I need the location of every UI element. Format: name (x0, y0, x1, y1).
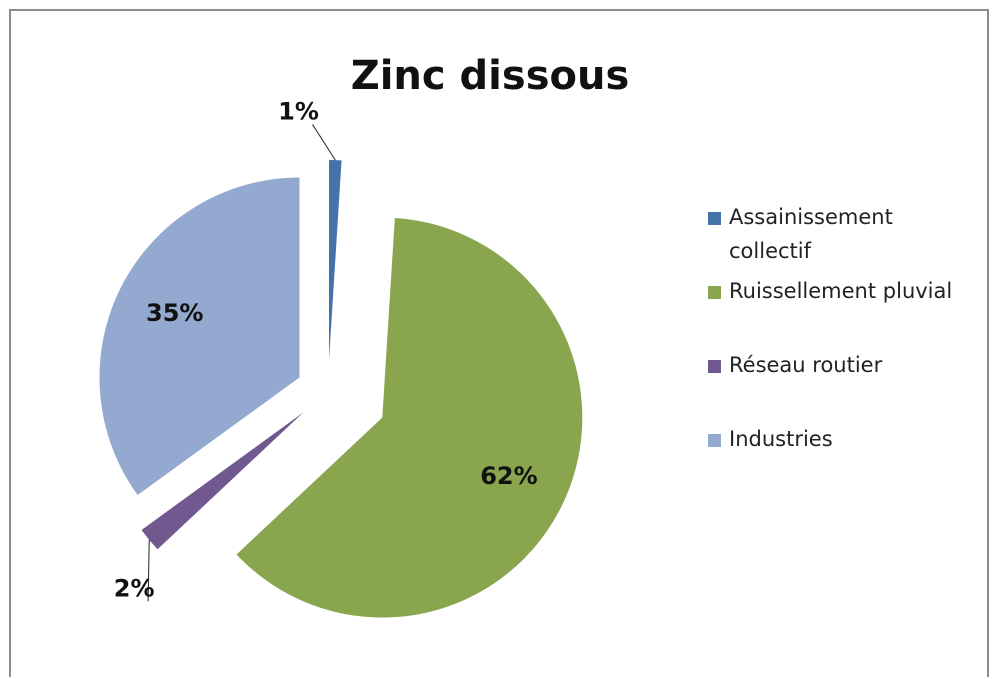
data-label: 62% (480, 462, 537, 490)
legend-label: Industries (729, 427, 833, 451)
legend-label: Assainissement collectif (729, 205, 893, 263)
legend-entry: Ruissellement pluvial (708, 279, 983, 353)
chart-title: Zinc dissous (351, 53, 630, 99)
legend-entry: Industries (708, 427, 983, 501)
pie-slice (141, 412, 304, 550)
legend-swatch (708, 360, 721, 373)
leader-line (312, 124, 336, 161)
pie-slice (329, 160, 342, 361)
legend-label: Réseau routier (729, 353, 883, 377)
legend-label: Ruissellement pluvial (729, 279, 953, 303)
pie-slice (236, 217, 583, 618)
chart-frame (9, 9, 989, 677)
legend-swatch (708, 434, 721, 447)
legend-entry: Assainissement collectif (708, 205, 983, 279)
legend-swatch (708, 286, 721, 299)
legend: Assainissement collectif Ruissellement pl… (708, 205, 983, 501)
leader-line (147, 539, 150, 602)
legend-entry: Réseau routier (708, 353, 983, 427)
data-label: 2% (114, 574, 155, 602)
legend-swatch (708, 212, 721, 225)
pie-slice (99, 177, 300, 496)
data-label: 35% (146, 299, 203, 327)
data-label: 1% (278, 97, 319, 125)
